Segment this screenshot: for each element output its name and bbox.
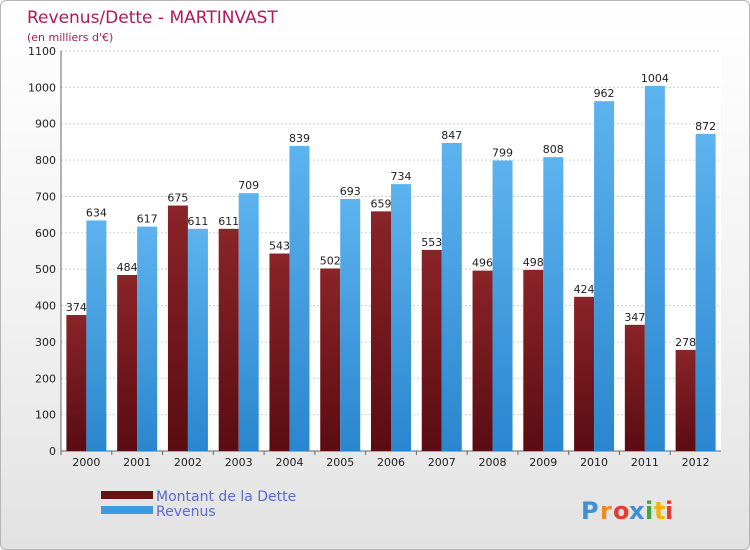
bar-dette-2000 (66, 315, 87, 451)
bar-dette-2010 (574, 296, 595, 451)
chart-title: Revenus/Dette - MARTINVAST (27, 8, 278, 28)
data-label: 424 (574, 283, 595, 296)
y-tick-label: 700 (35, 190, 56, 203)
data-label: 611 (187, 215, 208, 228)
logo-letter: P (581, 497, 599, 525)
data-label: 543 (269, 240, 290, 253)
x-tick-label: 2001 (123, 456, 151, 469)
chart-subtitle: (en milliers d'€) (27, 31, 113, 44)
y-tick-label: 600 (35, 227, 56, 240)
bar-dette-2002 (167, 205, 188, 451)
y-tick-label: 1100 (28, 45, 56, 58)
data-label: 553 (421, 236, 442, 249)
logo-letter: o (613, 497, 630, 525)
logo-letter: i (665, 497, 673, 525)
x-tick-label: 2010 (580, 456, 608, 469)
bar-revenus-2007 (441, 143, 462, 451)
x-tick-label: 2011 (631, 456, 659, 469)
bar-revenus-2002 (187, 228, 208, 451)
bar-dette-2009 (523, 269, 544, 451)
y-tick-label: 0 (49, 445, 56, 458)
x-tick-label: 2002 (174, 456, 202, 469)
data-label: 634 (86, 206, 107, 219)
x-tick-label: 2000 (72, 456, 100, 469)
bar-dette-2005 (320, 268, 341, 451)
x-tick-label: 2009 (529, 456, 557, 469)
y-tick-label: 200 (35, 372, 56, 385)
data-label: 693 (340, 185, 361, 198)
logo-letter: i (645, 497, 653, 525)
legend-label: Revenus (156, 504, 216, 520)
bar-dette-2004 (269, 253, 290, 451)
data-label: 872 (695, 120, 716, 133)
bar-revenus-2003 (238, 193, 259, 451)
data-label: 498 (523, 256, 544, 269)
bar-dette-2006 (371, 211, 391, 451)
bar-dette-2003 (218, 228, 239, 451)
data-label: 659 (371, 197, 392, 210)
x-tick-label: 2004 (275, 456, 303, 469)
bar-revenus-2012 (695, 133, 716, 451)
data-label: 484 (117, 261, 138, 274)
y-tick-label: 500 (35, 263, 56, 276)
x-tick-label: 2006 (377, 456, 405, 469)
bar-revenus-2010 (594, 101, 615, 451)
data-label: 839 (289, 132, 310, 145)
y-tick-label: 400 (35, 300, 56, 313)
bar-revenus-2011 (644, 85, 665, 451)
data-label: 278 (675, 336, 696, 349)
y-tick-label: 800 (35, 154, 56, 167)
data-label: 347 (624, 311, 645, 324)
bar-revenus-2001 (137, 226, 158, 451)
y-tick-label: 100 (35, 409, 56, 422)
x-tick-label: 2008 (479, 456, 507, 469)
y-tick-label: 300 (35, 336, 56, 349)
data-label: 734 (391, 170, 412, 183)
data-label: 617 (137, 213, 158, 226)
x-tick-label: 2003 (225, 456, 253, 469)
plot-area: 0 100 200 300 400 500 600 700 800 900 1000 1100 374 6… (28, 45, 721, 469)
data-label: 496 (472, 257, 493, 270)
legend-label: Montant de la Dette (156, 489, 296, 505)
y-tick-label: 900 (35, 118, 56, 131)
x-tick-label: 2007 (428, 456, 456, 469)
logo-letter: r (600, 497, 612, 525)
logo-letter: t (654, 497, 665, 525)
bar-revenus-2008 (492, 160, 513, 452)
bar-dette-2007 (421, 249, 442, 451)
legend-swatch (101, 491, 153, 499)
data-label: 374 (66, 301, 87, 314)
bar-dette-2008 (472, 270, 493, 451)
bar-revenus-2005 (340, 199, 361, 451)
bar-revenus-2000 (86, 220, 107, 451)
bar-revenus-2009 (543, 157, 564, 451)
logo-letter: x (629, 497, 645, 525)
x-tick-label: 2012 (682, 456, 710, 469)
y-tick-label: 1000 (28, 81, 56, 94)
bar-revenus-2004 (289, 145, 310, 451)
data-label: 709 (238, 179, 259, 192)
bar-dette-2011 (624, 324, 645, 451)
data-label: 675 (167, 192, 188, 205)
data-label: 502 (320, 254, 341, 267)
bar-dette-2012 (675, 349, 696, 451)
data-label: 611 (218, 215, 239, 228)
data-label: 1004 (641, 72, 669, 85)
data-label: 808 (543, 143, 564, 156)
bar-revenus-2006 (391, 184, 411, 451)
data-label: 847 (441, 129, 462, 142)
data-label: 799 (492, 146, 513, 159)
data-label: 962 (594, 87, 615, 100)
x-tick-label: 2005 (326, 456, 354, 469)
legend-swatch (101, 506, 153, 514)
bar-dette-2001 (117, 275, 138, 451)
